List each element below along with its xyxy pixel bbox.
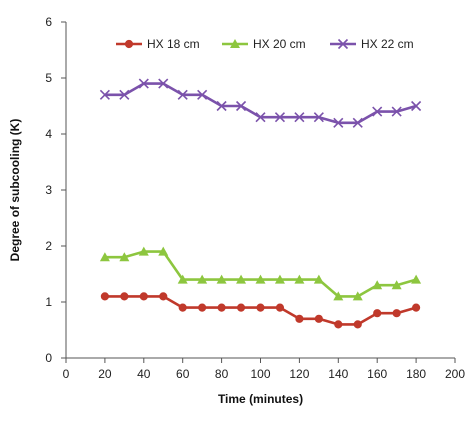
data-point <box>178 303 187 312</box>
data-point <box>256 303 265 312</box>
legend-marker <box>124 39 134 49</box>
data-point <box>255 112 266 123</box>
data-point <box>372 280 383 290</box>
data-point <box>412 303 421 312</box>
y-tick-label: 5 <box>45 71 52 85</box>
y-tick-label: 3 <box>45 183 52 197</box>
x-tick-label: 140 <box>328 367 348 381</box>
data-point <box>216 100 227 112</box>
x-tick-label: 20 <box>98 367 112 381</box>
y-axis-ticks: 0 1 2 3 4 5 6 <box>45 15 66 365</box>
y-tick-label: 4 <box>45 127 52 141</box>
data-point <box>138 78 149 89</box>
data-point <box>295 314 304 323</box>
data-point <box>235 100 247 112</box>
data-point <box>294 274 305 284</box>
x-tick-label: 60 <box>176 367 190 381</box>
data-point <box>177 274 188 284</box>
x-tick-label: 200 <box>445 367 465 381</box>
data-point <box>294 112 305 123</box>
data-point <box>138 246 149 256</box>
data-point <box>352 117 363 128</box>
data-point <box>158 246 169 256</box>
y-tick-label: 0 <box>45 351 52 365</box>
data-point <box>120 292 129 301</box>
data-point <box>99 252 110 262</box>
legend-marker <box>230 39 240 48</box>
x-tick-label: 80 <box>215 367 229 381</box>
data-point <box>373 309 382 318</box>
data-point <box>236 274 247 284</box>
data-point <box>236 303 246 312</box>
series-1 <box>100 292 421 329</box>
data-point <box>99 89 110 100</box>
legend: HX 18 cm HX 20 cm HX 22 cm <box>116 37 414 51</box>
series-2 <box>99 246 422 301</box>
x-tick-label: 120 <box>289 367 309 381</box>
data-point <box>314 314 323 323</box>
data-point <box>275 303 285 312</box>
y-tick-label: 2 <box>45 239 52 253</box>
axes: 0 20 40 60 80 100 120 140 160 180 200 0 1 2 3 4 5 6 <box>45 15 465 381</box>
legend-item: HX 18 cm <box>116 37 200 51</box>
legend-label: HX 22 cm <box>361 37 414 51</box>
data-point <box>217 303 226 312</box>
legend-label: HX 20 cm <box>253 37 306 51</box>
x-tick-label: 180 <box>406 367 426 381</box>
data-point <box>139 292 148 301</box>
data-point <box>119 89 130 100</box>
data-point <box>352 291 363 301</box>
x-axis-ticks: 0 20 40 60 80 100 120 140 160 180 200 <box>63 358 465 381</box>
x-tick-label: 40 <box>137 367 151 381</box>
data-point <box>333 117 344 128</box>
data-point <box>177 89 188 100</box>
data-point <box>198 303 207 312</box>
legend-label: HX 18 cm <box>147 37 200 51</box>
data-point <box>334 320 343 329</box>
data-point <box>313 112 324 123</box>
data-point <box>274 112 286 123</box>
legend-item: HX 22 cm <box>330 37 414 51</box>
data-point <box>353 320 362 329</box>
series-3 <box>99 78 422 128</box>
data-point <box>119 252 130 262</box>
data-point <box>392 309 401 318</box>
data-point <box>100 292 110 301</box>
data-point <box>333 291 344 301</box>
x-tick-label: 0 <box>63 367 70 381</box>
x-axis-title: Time (minutes) <box>218 392 303 406</box>
legend-marker <box>337 38 349 50</box>
data-point <box>391 106 402 117</box>
data-point <box>197 89 208 100</box>
data-point <box>313 274 324 284</box>
data-point <box>159 292 168 301</box>
y-tick-label: 6 <box>45 15 52 29</box>
data-point <box>411 100 422 112</box>
x-tick-label: 100 <box>250 367 270 381</box>
data-point <box>197 274 208 284</box>
data-point <box>391 280 402 290</box>
data-point <box>274 274 285 284</box>
series-layer <box>99 78 422 329</box>
data-point <box>216 274 227 284</box>
legend-item: HX 20 cm <box>222 37 306 51</box>
y-axis-title: Degree of subcooling (K) <box>8 119 22 262</box>
data-point <box>255 274 266 284</box>
x-tick-label: 160 <box>367 367 387 381</box>
data-point <box>372 106 383 117</box>
y-tick-label: 1 <box>45 295 52 309</box>
data-point <box>411 274 422 284</box>
series-line <box>104 250 417 298</box>
data-point <box>158 78 169 89</box>
